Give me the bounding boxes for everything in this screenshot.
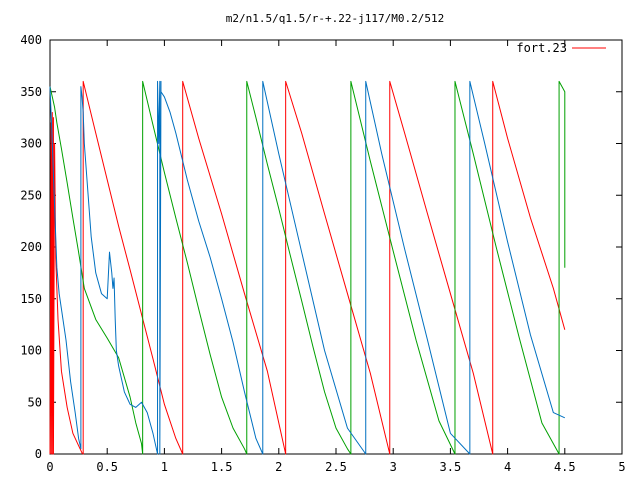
x-tick-label: 1	[161, 460, 168, 474]
y-tick-label: 400	[20, 33, 42, 47]
y-tick-label: 250	[20, 188, 42, 202]
x-tick-label: 5	[618, 460, 625, 474]
legend-label: fort.23	[516, 41, 567, 55]
y-tick-label: 0	[35, 447, 42, 461]
x-tick-label: 4.5	[554, 460, 576, 474]
x-tick-label: 3.5	[440, 460, 462, 474]
y-tick-label: 350	[20, 85, 42, 99]
chart-title: m2/n1.5/q1.5/r-+.22-j117/M0.2/512	[226, 12, 445, 25]
series-line-2	[49, 80, 566, 455]
x-tick-label: 0.5	[96, 460, 118, 474]
series-layer	[49, 80, 566, 455]
series-line-3	[49, 80, 566, 455]
y-tick-label: 100	[20, 344, 42, 358]
y-tick-label: 50	[28, 395, 42, 409]
y-tick-label: 150	[20, 292, 42, 306]
y-tick-label: 300	[20, 137, 42, 151]
x-tick-label: 1.5	[211, 460, 233, 474]
y-tick-label: 200	[20, 240, 42, 254]
plot-frame	[49, 39, 623, 455]
series-line-1	[49, 80, 566, 455]
x-tick-label: 0	[46, 460, 53, 474]
axis-ticks: 0 0.5 1 1.5 2 2.5 3 3.5 4 4.5 50501001502002503003…	[20, 33, 625, 474]
x-tick-label: 4	[504, 460, 511, 474]
legend: fort.23	[516, 41, 606, 55]
x-tick-label: 2	[275, 460, 282, 474]
x-tick-label: 2.5	[325, 460, 347, 474]
x-tick-label: 3	[390, 460, 397, 474]
